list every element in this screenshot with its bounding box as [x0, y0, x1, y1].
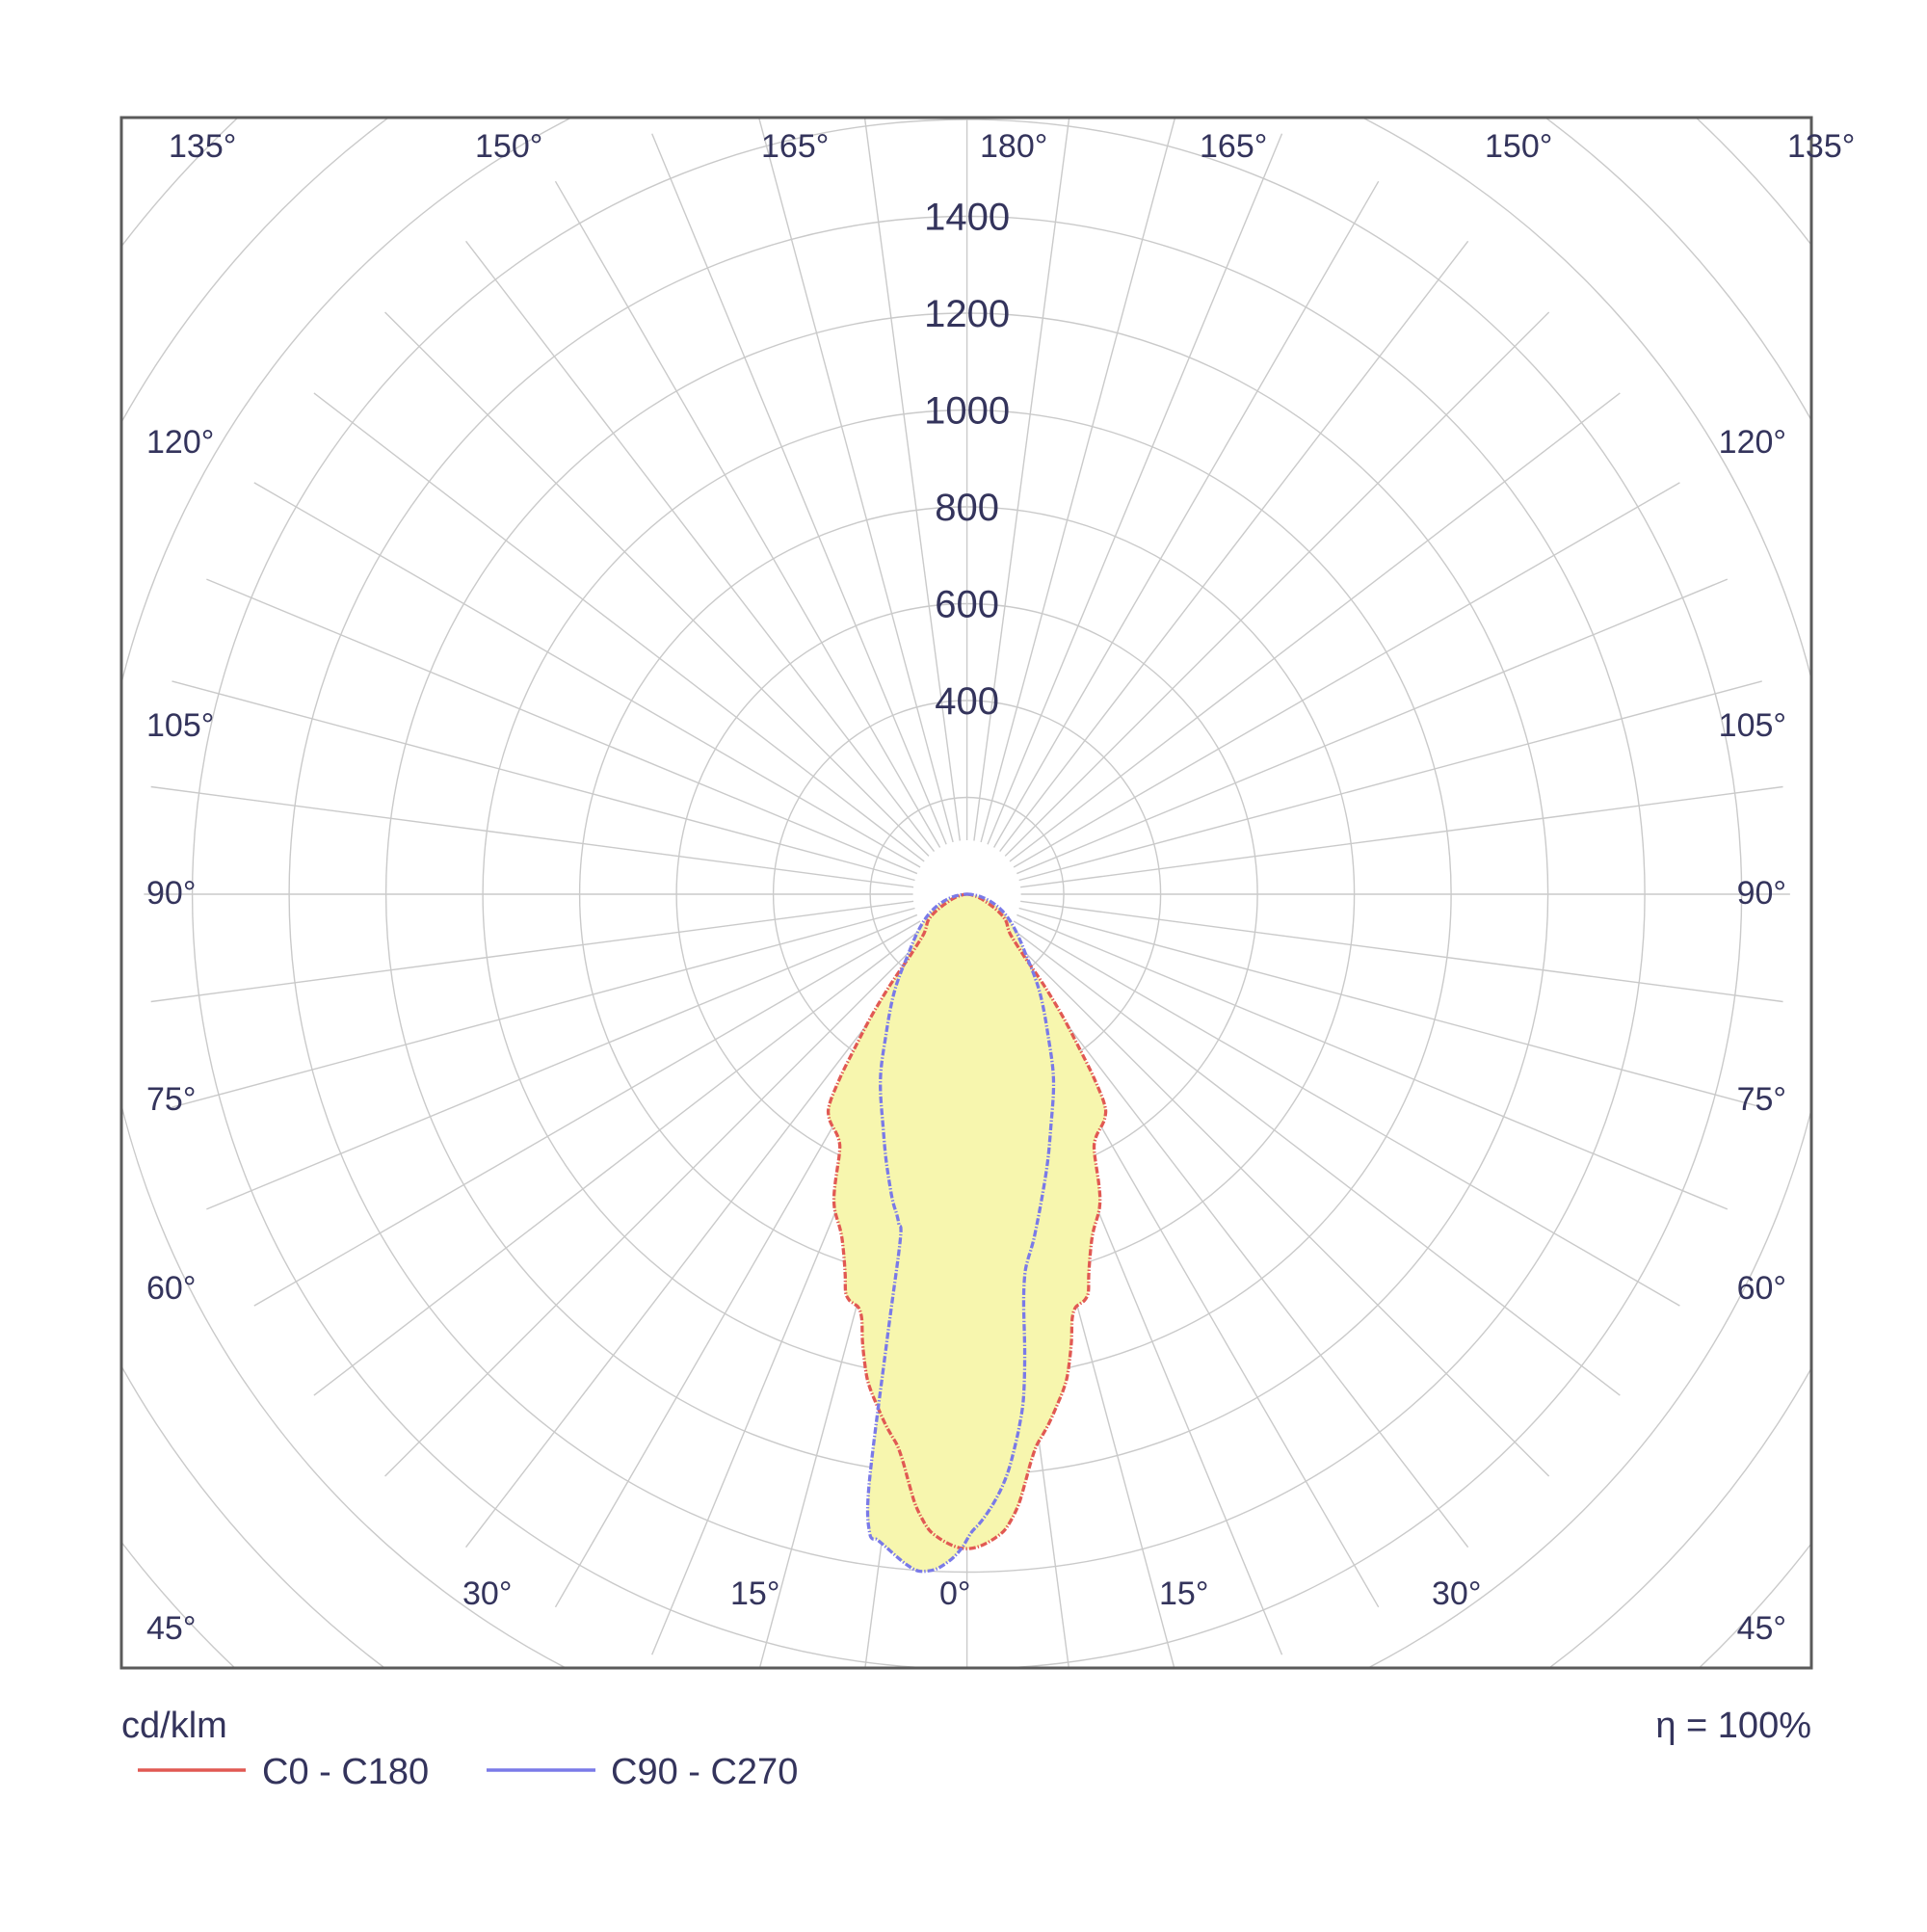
- svg-text:75°: 75°: [146, 1081, 196, 1118]
- svg-text:1200: 1200: [924, 293, 1010, 335]
- svg-text:90°: 90°: [1737, 875, 1786, 912]
- svg-text:105°: 105°: [146, 707, 214, 744]
- svg-text:120°: 120°: [1719, 424, 1786, 461]
- svg-text:800: 800: [935, 487, 999, 529]
- svg-text:105°: 105°: [1719, 707, 1786, 744]
- svg-text:cd/klm: cd/klm: [121, 1706, 227, 1746]
- svg-text:15°: 15°: [1159, 1575, 1208, 1612]
- svg-text:165°: 165°: [1200, 128, 1267, 165]
- svg-text:75°: 75°: [1737, 1081, 1786, 1118]
- svg-text:45°: 45°: [146, 1610, 196, 1647]
- svg-text:150°: 150°: [475, 128, 542, 165]
- svg-text:C90 - C270: C90 - C270: [611, 1752, 798, 1792]
- svg-text:15°: 15°: [730, 1575, 779, 1612]
- svg-text:0°: 0°: [939, 1575, 971, 1612]
- svg-text:135°: 135°: [169, 128, 236, 165]
- svg-text:45°: 45°: [1737, 1610, 1786, 1647]
- svg-text:165°: 165°: [761, 128, 829, 165]
- svg-text:C0 - C180: C0 - C180: [262, 1752, 429, 1792]
- svg-text:90°: 90°: [146, 875, 196, 912]
- svg-text:120°: 120°: [146, 424, 214, 461]
- svg-text:400: 400: [935, 680, 999, 723]
- svg-text:η = 100%: η = 100%: [1655, 1706, 1811, 1746]
- svg-text:60°: 60°: [146, 1270, 196, 1307]
- svg-text:30°: 30°: [1432, 1575, 1481, 1612]
- svg-text:30°: 30°: [462, 1575, 512, 1612]
- svg-text:150°: 150°: [1485, 128, 1552, 165]
- svg-text:1400: 1400: [924, 197, 1010, 239]
- svg-text:60°: 60°: [1737, 1270, 1786, 1307]
- svg-text:1000: 1000: [924, 390, 1010, 433]
- svg-text:135°: 135°: [1787, 128, 1855, 165]
- svg-text:180°: 180°: [980, 128, 1047, 165]
- svg-text:600: 600: [935, 584, 999, 626]
